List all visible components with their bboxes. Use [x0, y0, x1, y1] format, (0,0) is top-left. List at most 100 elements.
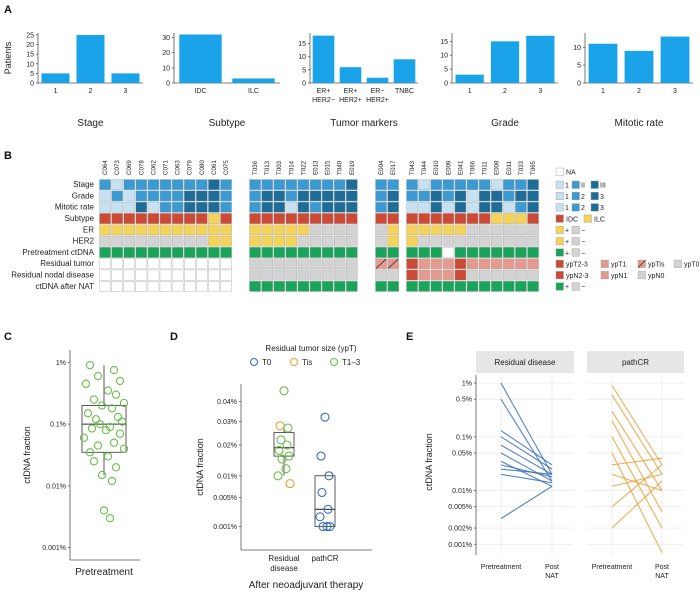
b-cell [99, 258, 111, 270]
b-legend-swatch [590, 203, 599, 212]
b-cell [111, 201, 123, 213]
b-legend-swatch [555, 214, 564, 223]
b-cell [220, 201, 232, 213]
b-cell [375, 281, 387, 292]
b-legend-swatch [555, 192, 564, 201]
b-cell [297, 201, 310, 213]
b-legend-swatch [555, 180, 564, 189]
b-cell [208, 190, 220, 202]
a-bar [41, 73, 70, 83]
e-x-tick-label: NAT [655, 573, 669, 580]
e-y-tick-label: 1% [462, 381, 472, 388]
b-cell [387, 201, 399, 213]
c-point [93, 371, 103, 381]
b-cell [208, 224, 220, 236]
b-cell [454, 190, 467, 202]
d-point [322, 521, 332, 532]
d-y-tick-label: 0.01% [217, 473, 237, 480]
b-cell [159, 269, 172, 281]
b-cell [321, 235, 334, 247]
a-y-tick-label: 15 [440, 39, 448, 46]
b-legend-label: ypT2-3 [566, 262, 588, 269]
b-hatch [375, 258, 387, 269]
b-cell [208, 213, 220, 224]
b-cell [387, 179, 399, 191]
a-bar [490, 41, 520, 83]
b-cell [249, 213, 261, 224]
b-cell [515, 190, 527, 202]
b-cell [491, 213, 503, 224]
panel-label-b: B [4, 150, 12, 162]
b-cell [309, 269, 322, 281]
panel-label-c: C [4, 331, 12, 343]
b-sample-label: T040 [337, 160, 344, 175]
e-series-line [611, 464, 663, 508]
b-cell [418, 179, 430, 191]
b-legend-label: + [565, 228, 569, 235]
b-legend-label: − [581, 250, 585, 257]
b-cell [418, 201, 430, 213]
d-point [315, 512, 325, 522]
b-cell [171, 269, 184, 281]
b-cell [527, 269, 539, 281]
b-legend-swatch [555, 225, 564, 234]
a-y-tick-label: 10 [573, 45, 581, 52]
b-sample-label: E004 [378, 160, 385, 175]
b-cell [220, 179, 232, 191]
b-cell [375, 247, 387, 258]
b-cell [527, 201, 539, 213]
b-cell [135, 224, 148, 236]
e-y-tick-label: 0.01% [452, 488, 472, 495]
c-point [89, 395, 99, 404]
b-cell [261, 281, 273, 292]
e-series-line [611, 394, 663, 475]
b-cell [220, 190, 232, 202]
b-cell [171, 201, 184, 213]
b-cell [491, 224, 503, 236]
b-cell [147, 269, 160, 281]
b-cell [515, 201, 527, 213]
b-cell [309, 258, 322, 270]
b-hatch [637, 259, 646, 268]
b-cell [285, 258, 298, 270]
b-cell [208, 235, 220, 247]
b-cell [346, 213, 358, 224]
b-cell [503, 235, 515, 247]
b-sample-label: E041 [457, 160, 464, 175]
c-point [93, 441, 103, 450]
b-cell [406, 235, 418, 247]
b-sample-label: T065 [530, 160, 537, 175]
a-y-tick-label: 0 [302, 81, 306, 88]
d-point [283, 423, 293, 433]
c-point [101, 425, 111, 435]
c-point [107, 404, 117, 413]
a-chart-title: Subtype [209, 118, 246, 129]
b-cell [406, 269, 418, 281]
b-cell [123, 201, 135, 213]
b-cell [334, 247, 346, 258]
b-legend-label: 1 [565, 194, 569, 201]
d-point [275, 421, 285, 431]
b-legend-swatch [571, 225, 580, 234]
b-cell [147, 201, 160, 213]
b-cell [466, 235, 479, 247]
d-y-tick-label: 0.001% [213, 524, 237, 531]
b-cell [147, 235, 160, 247]
b-cell [297, 235, 310, 247]
b-cell [466, 201, 479, 213]
d-point [324, 471, 334, 481]
b-hatch [387, 258, 399, 269]
b-legend-label: − [581, 284, 585, 291]
b-legend-swatch [555, 259, 564, 268]
b-cell [442, 201, 455, 213]
b-cell [285, 190, 298, 202]
a-bar [312, 35, 335, 83]
a-bar [339, 67, 362, 83]
b-row-label: Grade [72, 191, 95, 200]
b-legend-label: 3 [600, 205, 604, 212]
b-cell [418, 235, 430, 247]
b-cell [515, 224, 527, 236]
b-cell [387, 269, 399, 281]
b-cell [123, 269, 135, 281]
